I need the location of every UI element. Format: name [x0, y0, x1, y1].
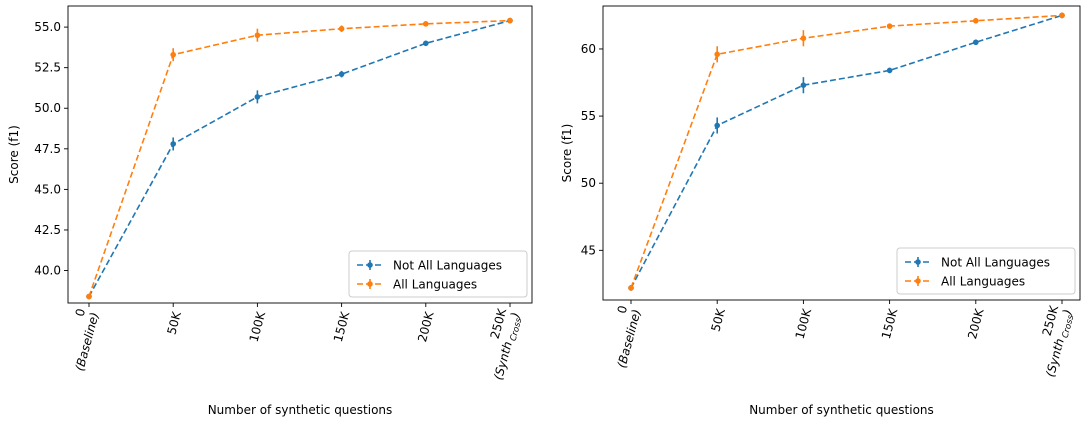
plot-frame — [67, 5, 533, 304]
y-tick-label: 40.0 — [34, 264, 61, 278]
data-point — [338, 71, 345, 77]
y-tick-label: 52.5 — [34, 61, 61, 75]
x-tick-label: 250K(SynthCross) — [488, 306, 526, 382]
legend-marker — [367, 281, 373, 287]
x-tick-label: 200K — [965, 306, 987, 340]
x-tick-label: 50K — [708, 306, 728, 333]
legend-label: All Languages — [941, 275, 1025, 289]
x-axis-label: Number of synthetic questions — [208, 403, 393, 417]
data-point — [254, 32, 261, 39]
y-tick-label: 55.0 — [34, 20, 61, 34]
data-point — [800, 82, 807, 89]
series-line — [630, 14, 1063, 289]
y-tick-label: 50.0 — [34, 101, 61, 115]
x-tick-main: 0 — [73, 307, 89, 318]
y-tick-label: 42.5 — [34, 223, 61, 237]
x-tick-main: 100K — [793, 306, 815, 340]
x-tick-label: 0(Baseline) — [73, 307, 102, 373]
legend-box — [896, 247, 1076, 295]
x-tick-label: 200K — [415, 309, 437, 343]
y-tick-label: 45.0 — [34, 182, 61, 196]
data-point — [886, 23, 893, 29]
data-point — [628, 285, 634, 291]
data-point — [423, 40, 429, 47]
y-tick-label: 55 — [581, 109, 596, 123]
data-point — [170, 141, 176, 147]
x-tick-main: 200K — [415, 309, 437, 343]
data-point — [507, 17, 513, 24]
legend-label: Not All Languages — [393, 259, 502, 273]
legend-marker — [915, 259, 921, 265]
x-tick-main: 100K — [247, 309, 269, 343]
plot-frame — [602, 5, 1081, 301]
x-tick-label: 250K(SynthCross) — [1040, 303, 1078, 379]
y-tick-label: 50 — [581, 176, 596, 190]
data-point — [973, 17, 979, 24]
data-point — [338, 25, 345, 32]
data-point — [423, 21, 429, 27]
x-tick-main: 50K — [164, 309, 184, 336]
x-tick-main: 0 — [615, 304, 631, 315]
x-tick-main: 150K — [331, 309, 353, 343]
data-point — [800, 35, 807, 42]
x-tick-label: 50K — [164, 309, 184, 336]
y-tick-label: 47.5 — [34, 142, 61, 156]
x-tick-main: 250K — [488, 306, 510, 340]
x-tick-sub: (Baseline) — [615, 308, 644, 370]
data-point — [714, 51, 720, 58]
x-axis-label: Number of synthetic questions — [749, 403, 934, 417]
data-point — [973, 39, 979, 46]
x-tick-label: 100K — [793, 306, 815, 340]
x-tick-main: 250K — [1040, 303, 1062, 337]
data-point — [170, 51, 176, 58]
legend: Not All Languages All Languages — [896, 247, 1076, 295]
data-point — [714, 122, 720, 129]
legend-label: All Languages — [393, 278, 477, 292]
series-line — [630, 14, 1063, 289]
series-line — [88, 19, 511, 297]
x-tick-main: 150K — [879, 306, 901, 340]
y-axis-label: Score (f1) — [560, 124, 574, 183]
data-point — [1059, 12, 1065, 19]
legend-label: Not All Languages — [941, 256, 1050, 270]
data-point — [254, 94, 261, 100]
x-tick-label: 100K — [247, 309, 269, 343]
x-tick-label: 0(Baseline) — [615, 304, 644, 370]
x-tick-main: 200K — [965, 306, 987, 340]
series-all-languages — [86, 17, 513, 300]
series-line — [88, 19, 511, 297]
chart-1: 40.0 42.5 45.0 47.5 50.0 52.5 55.0 0(Baseline) 5… — [7, 5, 533, 417]
chart-2: 45 50 55 60 0(Baseline) 50K 100K 150K 200K 250K(S… — [560, 5, 1081, 417]
y-tick-label: 45 — [581, 243, 596, 257]
legend-box — [348, 250, 528, 298]
y-tick-label: 60 — [581, 42, 596, 56]
series-all-languages — [628, 12, 1065, 291]
data-point — [86, 293, 92, 300]
legend-marker — [367, 262, 373, 268]
legend: Not All Languages All Languages — [348, 250, 528, 298]
y-axis-label: Score (f1) — [7, 125, 21, 184]
x-tick-label: 150K — [331, 309, 353, 343]
x-tick-label: 150K — [879, 306, 901, 340]
legend-marker — [915, 278, 921, 284]
x-tick-sub: (Baseline) — [73, 311, 102, 373]
x-tick-main: 50K — [708, 306, 728, 333]
data-point — [886, 67, 893, 74]
